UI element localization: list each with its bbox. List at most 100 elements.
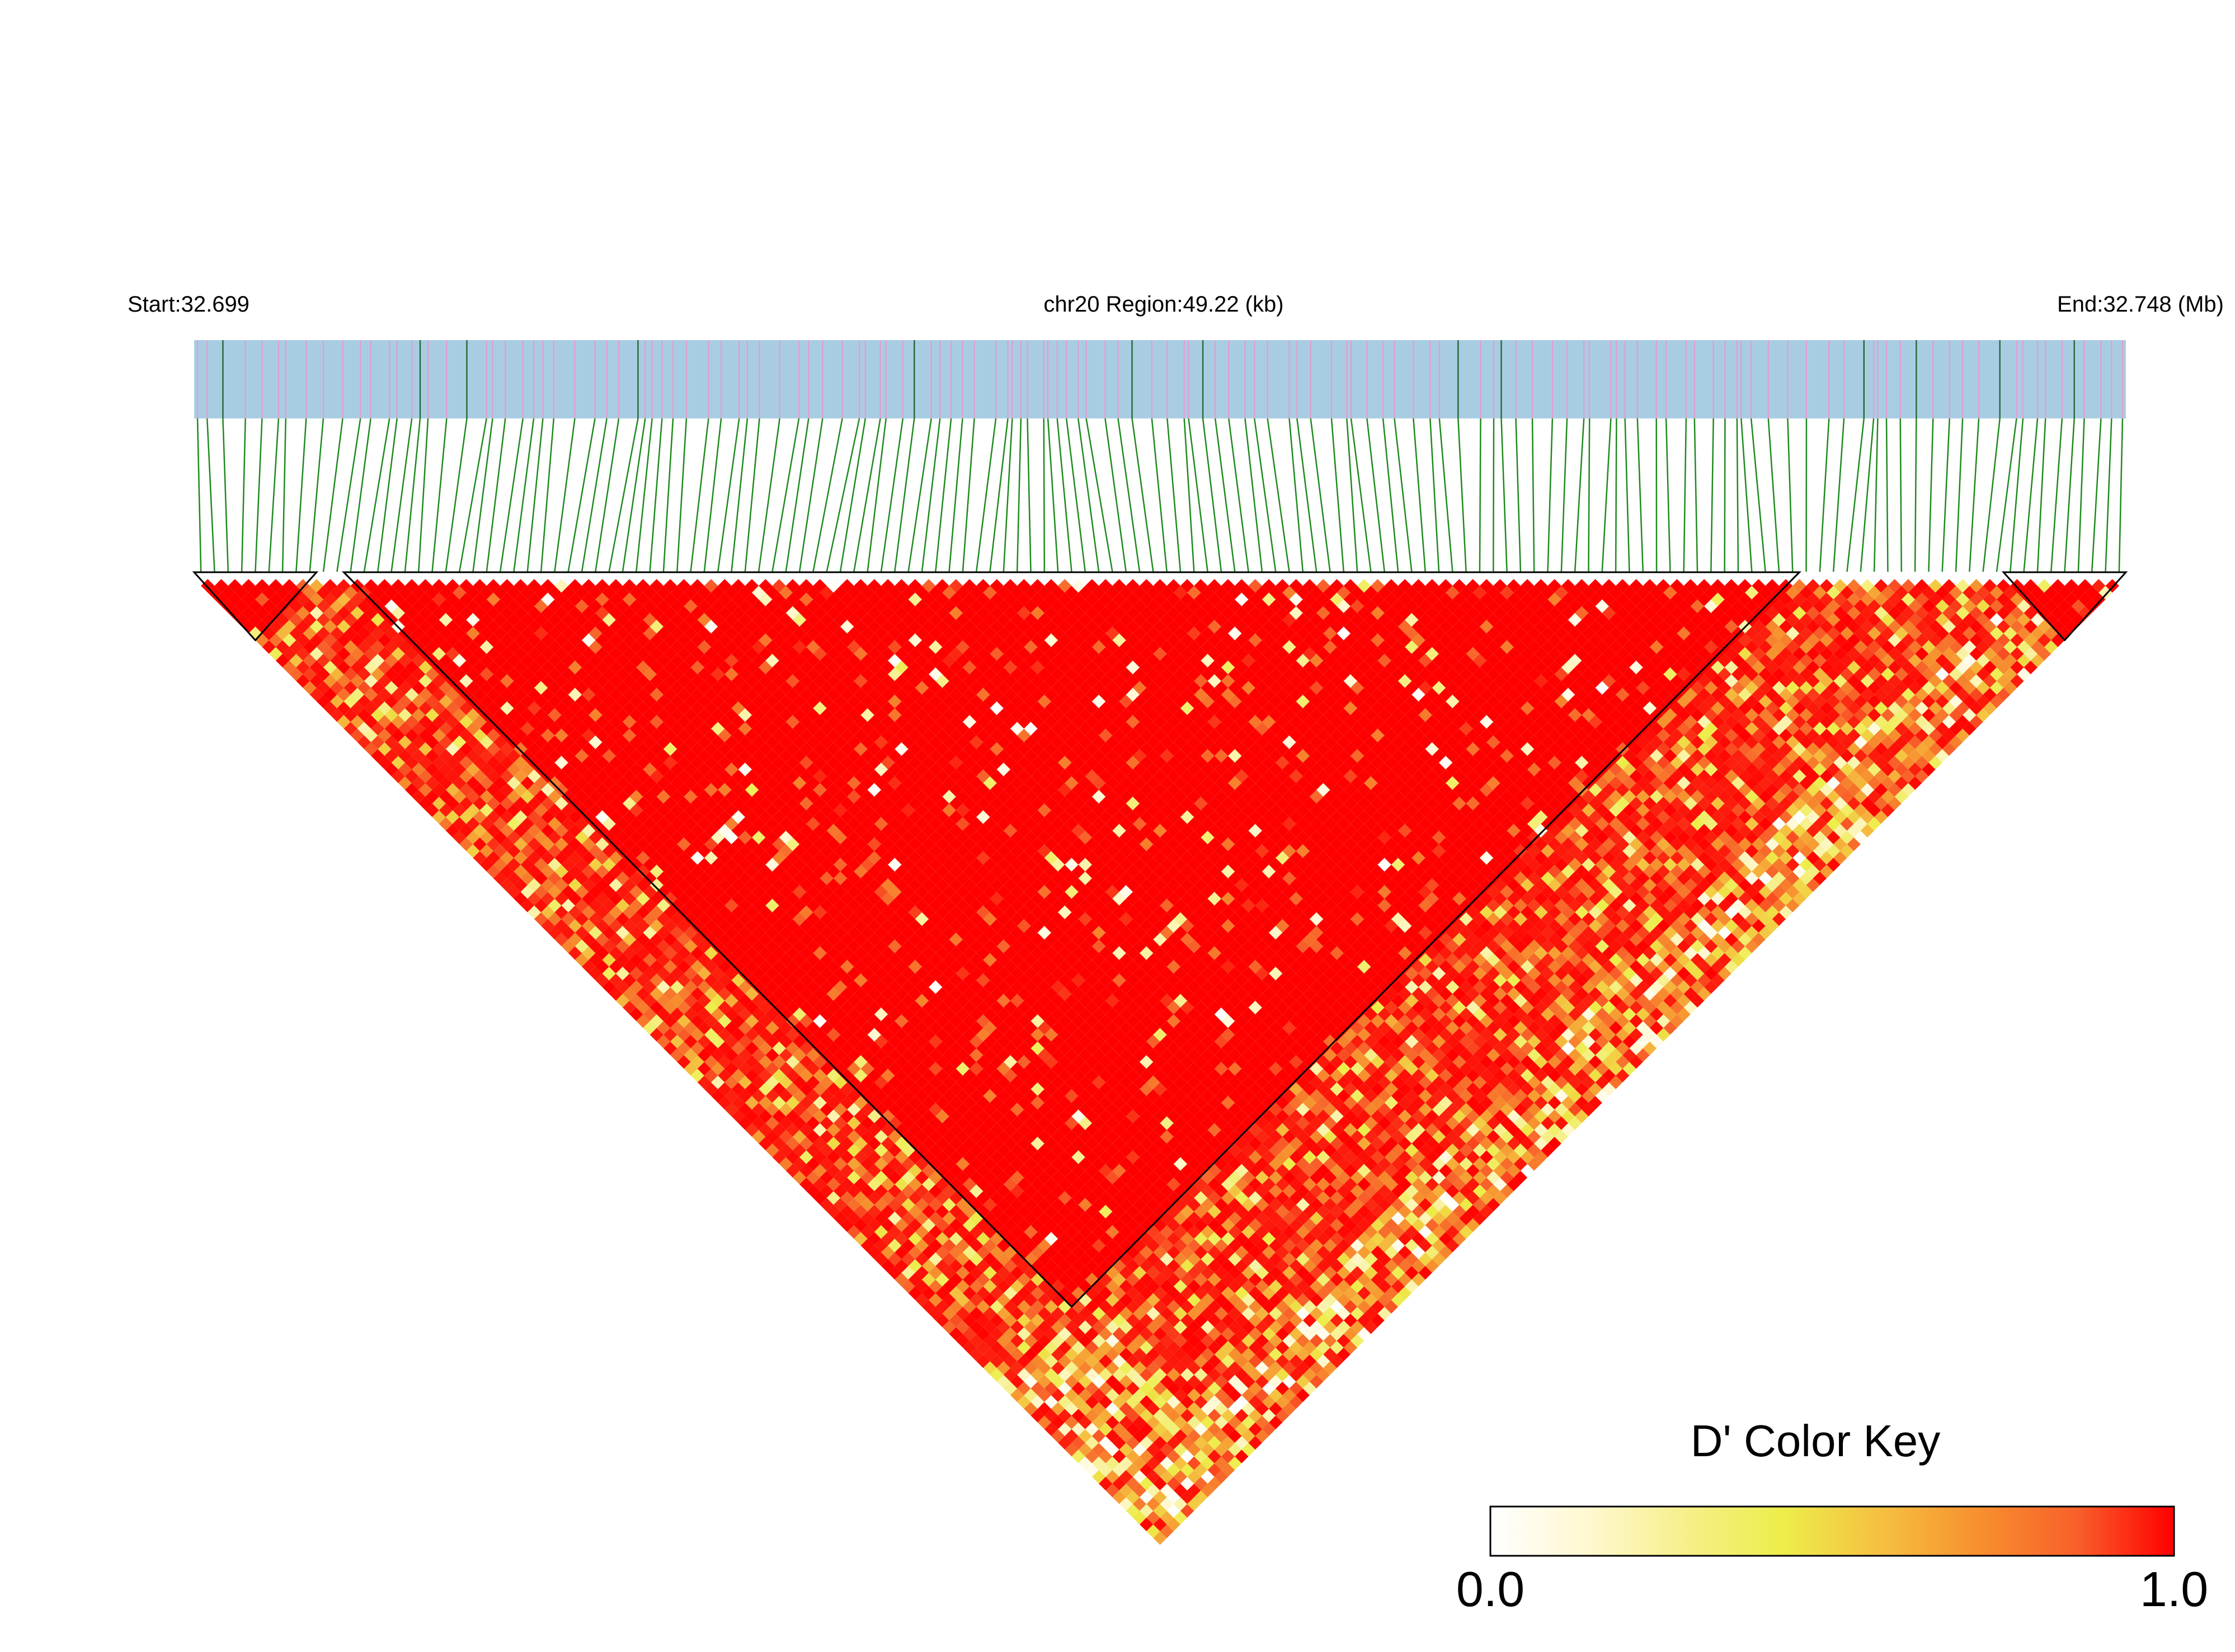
ld-cell	[1119, 1347, 1133, 1362]
ld-cell	[1044, 1409, 1058, 1423]
ld-cell	[867, 1191, 882, 1205]
snp-connector	[2105, 418, 2112, 572]
ld-cell	[1051, 1266, 1065, 1280]
ld-cell	[1119, 1320, 1133, 1334]
ld-cell	[1010, 1170, 1024, 1185]
ld-cell	[990, 1314, 1004, 1328]
ld-cell	[874, 1157, 888, 1171]
snp-connector	[1438, 418, 1453, 572]
ld-cell	[881, 1191, 895, 1205]
snp-connector	[1346, 418, 1358, 572]
ld-cell	[1132, 1252, 1147, 1267]
ld-cell	[806, 1170, 820, 1185]
ld-cell	[1051, 1429, 1065, 1443]
snp-connector	[1547, 418, 1554, 572]
snp-connector	[1183, 418, 1195, 572]
ld-cell	[867, 1204, 882, 1218]
ld-cell	[820, 1143, 834, 1157]
ld-cell	[929, 1211, 943, 1226]
ld-cell	[942, 1252, 956, 1267]
ld-cell	[1058, 1259, 1072, 1273]
ld-cell	[1024, 1402, 1038, 1416]
snp-connector	[867, 418, 887, 572]
ld-cell	[1078, 1375, 1092, 1389]
snp-connector	[1254, 418, 1277, 572]
ld-cell	[1037, 1361, 1051, 1375]
snp-connector	[1787, 418, 1794, 572]
ld-cell	[813, 1164, 827, 1178]
ld-cell	[956, 1211, 970, 1226]
ld-cell	[1099, 1232, 1113, 1246]
snp-connector	[472, 418, 493, 572]
ld-cell	[996, 1170, 1011, 1185]
ld-cell	[561, 803, 575, 817]
ld-cell	[486, 783, 501, 797]
ld-cell	[935, 1191, 949, 1205]
ld-cell	[1024, 1184, 1038, 1198]
ld-cell	[996, 1347, 1011, 1362]
ld-cell	[860, 1170, 874, 1185]
ld-cell	[915, 1266, 929, 1280]
ld-cell	[983, 1225, 997, 1239]
snp-connector	[921, 418, 941, 572]
ld-cell	[1071, 1354, 1085, 1368]
snp-connector	[1750, 418, 1766, 572]
ld-cell	[976, 1245, 990, 1259]
ld-cell	[976, 1340, 990, 1355]
ld-cell	[561, 858, 575, 872]
ld-cell	[1003, 1164, 1018, 1178]
ld-cell	[854, 1232, 868, 1246]
snp-connector	[907, 418, 932, 572]
ld-cell	[1078, 1306, 1092, 1321]
ld-cell	[486, 810, 501, 824]
ld-cell	[785, 1055, 800, 1069]
ld-cell	[962, 1259, 977, 1273]
ld-cell	[983, 1170, 997, 1185]
snp-connector	[2050, 418, 2063, 572]
snp-connector	[2091, 418, 2102, 572]
snp-connector	[1860, 418, 1875, 572]
ld-cell	[1112, 1395, 1126, 1409]
ld-cell	[1085, 1436, 1099, 1450]
ld-cell	[1010, 1320, 1024, 1334]
ld-cell	[1024, 1306, 1038, 1321]
ld-cell	[1031, 1300, 1044, 1314]
ld-cell	[1044, 1177, 1058, 1192]
snp-connector	[1244, 418, 1263, 572]
ld-cell	[888, 1211, 902, 1226]
ld-cell	[983, 1211, 997, 1226]
ld-cell	[1037, 1279, 1051, 1293]
ld-cell	[1119, 1497, 1133, 1511]
ld-cell	[1044, 1164, 1058, 1178]
ld-cell	[1091, 1239, 1106, 1253]
ld-cell	[561, 722, 575, 736]
ld-cell	[888, 1239, 902, 1253]
ld-cell	[486, 769, 501, 783]
ld-cell	[364, 715, 378, 729]
ld-cell	[1017, 1340, 1031, 1355]
snp-connector	[1202, 418, 1222, 572]
ld-cell	[1119, 1306, 1133, 1321]
snp-connector	[1104, 418, 1127, 572]
ld-cell	[1119, 1402, 1133, 1416]
ld-cell	[1105, 1470, 1119, 1484]
ld-cell	[833, 1211, 848, 1226]
snp-connector	[222, 418, 229, 572]
snp-connector	[1624, 418, 1630, 572]
ld-cell	[1119, 1443, 1133, 1457]
ld-cell	[990, 1354, 1004, 1368]
ld-cell	[970, 1306, 984, 1321]
ld-cell	[901, 1143, 915, 1157]
ld-cell	[1085, 1327, 1099, 1341]
ld-cell	[915, 1239, 929, 1253]
ld-cell	[929, 1143, 943, 1157]
ld-cell	[561, 735, 575, 749]
ld-cell	[1051, 1198, 1065, 1212]
ld-cell	[935, 1150, 949, 1164]
ld-cell	[275, 640, 290, 654]
ld-cell	[1044, 1354, 1058, 1368]
ld-cell	[1044, 1368, 1058, 1382]
ld-cell	[1071, 1273, 1085, 1287]
ld-cell	[806, 1143, 820, 1157]
ld-cell	[976, 1164, 990, 1178]
